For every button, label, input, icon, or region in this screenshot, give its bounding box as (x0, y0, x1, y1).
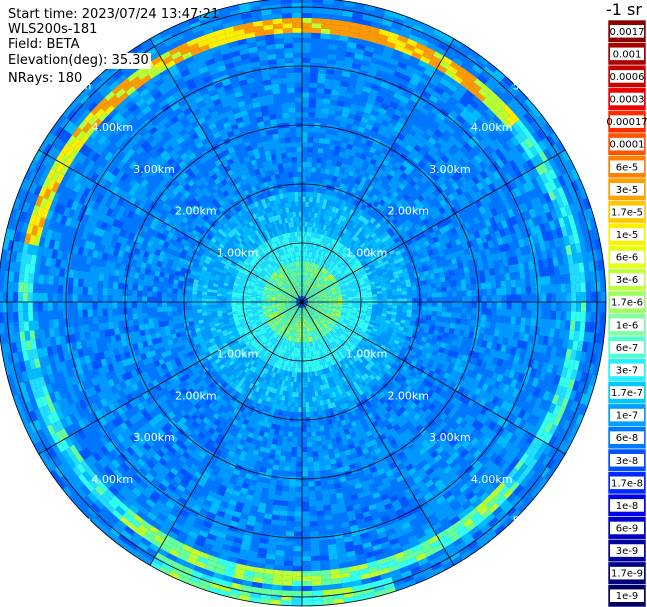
colorbar-label: 1e-9 (616, 591, 639, 602)
radial-spoke-120 (301, 301, 566, 455)
colorbar-label: 3e-9 (616, 546, 639, 557)
elevation-label: Elevation(deg): 35.30 (6, 53, 151, 69)
start-time-label: Start time: 2023/07/24 13:47:21 (8, 7, 219, 23)
range-label-2km: 2.00km (175, 205, 217, 218)
range-ring-4km (65, 65, 539, 539)
range-label-2km: 2.00km (175, 389, 217, 402)
colorbar-label: 1e-7 (616, 411, 639, 422)
outer-ring (0, 0, 607, 607)
colorbar-label: 1e-5 (616, 230, 639, 241)
colorbar-label: 0.0003 (610, 95, 645, 106)
range-ring-3km (124, 124, 480, 480)
colorbar-label: 1.7e-7 (611, 388, 643, 399)
colorbar-label: 3e-8 (616, 456, 639, 467)
range-label-4km: 4.00km (471, 473, 513, 486)
range-ring-2km (183, 183, 421, 421)
colorbar-label: 0.00017 (606, 117, 647, 128)
colorbar-label: 3e-6 (616, 275, 639, 286)
colorbar-label: 1.7e-9 (611, 569, 643, 580)
range-label-1km: 1.00km (217, 246, 259, 259)
range-label-1km: 1.00km (346, 348, 388, 361)
radial-spoke-60 (301, 149, 566, 303)
colorbar-label: 1.7e-6 (611, 298, 643, 309)
range-label-1km: 1.00km (346, 246, 388, 259)
beta-field-image (0, 0, 606, 606)
colorbar-units: -1 sr (606, 0, 642, 19)
colorbar-label: 3e-5 (616, 185, 639, 196)
colorbar-label: 1.7e-5 (611, 207, 643, 218)
range-label-3km: 3.00km (429, 163, 471, 176)
radial-spoke-330 (149, 38, 303, 303)
range-label-5km: 5.00km (513, 515, 555, 528)
range-label-2km: 2.00km (387, 205, 429, 218)
radial-spoke-30 (301, 38, 455, 303)
colorbar-label: 1e-8 (616, 501, 639, 512)
instrument-label: WLS200s-181 (8, 22, 97, 38)
colorbar-label: 0.0006 (610, 72, 645, 83)
range-label-4km: 4.00km (471, 121, 513, 134)
range-label-3km: 3.00km (429, 431, 471, 444)
radial-spoke-150 (301, 301, 455, 566)
colorbar: 0.0017 0.001 0.0006 0.0003 0.00017 0.0001 6e-5… (606, 20, 647, 607)
radial-spoke-210 (149, 301, 303, 566)
range-label-4km: 4.00km (92, 121, 134, 134)
range-label-4km: 4.00km (92, 473, 134, 486)
colorbar-label: 6e-8 (616, 433, 639, 444)
range-label-5km: 5.00km (513, 79, 555, 92)
colorbar-label: 3e-7 (616, 365, 639, 376)
field-label: Field: BETA (8, 37, 79, 53)
range-label-5km: 5.00km (50, 515, 92, 528)
colorbar-label: 6e-5 (616, 162, 639, 173)
colorbar-label: 1.7e-8 (611, 478, 643, 489)
range-label-3km: 3.00km (133, 163, 175, 176)
colorbar-label: 6e-7 (616, 343, 639, 354)
radial-spoke-300 (38, 149, 303, 303)
range-label-1km: 1.00km (217, 348, 259, 361)
radial-spoke-240 (38, 301, 303, 455)
range-label-2km: 2.00km (387, 389, 429, 402)
nrays-label: NRays: 180 (6, 71, 85, 87)
colorbar-label: 6e-6 (616, 253, 639, 264)
range-grid (0, 0, 607, 607)
colorbar-label: 1e-6 (616, 320, 639, 331)
colorbar-label: 0.001 (613, 49, 642, 60)
range-ring-1km (242, 242, 362, 362)
range-ring-5km (6, 6, 598, 598)
range-label-3km: 3.00km (133, 431, 175, 444)
colorbar-label: 0.0017 (610, 27, 645, 38)
colorbar-label: 0.0001 (610, 140, 645, 151)
colorbar-label: 6e-9 (616, 523, 639, 534)
